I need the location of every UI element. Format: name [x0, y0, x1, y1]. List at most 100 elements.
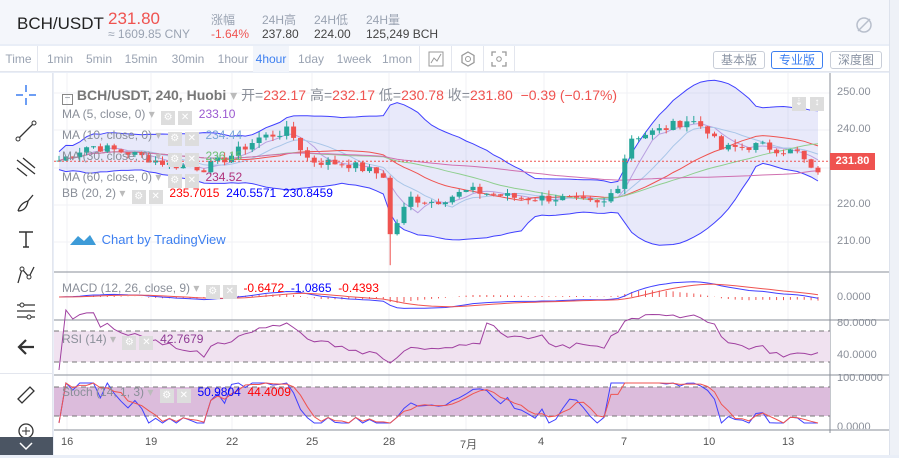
stoch-tick: 0.0000: [837, 421, 871, 429]
close-icon[interactable]: ✕: [222, 285, 237, 299]
fullscreen-button[interactable]: [483, 46, 515, 72]
fib-tool[interactable]: [12, 153, 40, 181]
price-tick: 250.00: [837, 86, 871, 98]
bb-legend: BB (20, 2) ▾ ⚙ ✕ 235.7015 240.5571 230.84…: [62, 186, 333, 204]
watermark-text: Chart by TradingView: [101, 232, 226, 247]
gear-icon[interactable]: ⚙: [167, 174, 182, 188]
macd-tick: 0.0000: [837, 291, 871, 303]
candle-body: [415, 196, 421, 203]
basic-view-button[interactable]: 基本版: [713, 51, 766, 69]
page-scrollbar[interactable]: [889, 0, 899, 455]
last-price-label: 231.80: [830, 153, 875, 170]
crosshair-icon: [16, 85, 36, 105]
close-label: 收=: [447, 87, 470, 103]
timeframe-4hour[interactable]: 4hour: [253, 46, 289, 72]
collapse-icon[interactable]: −: [62, 94, 73, 105]
close-icon[interactable]: ✕: [148, 190, 163, 204]
pattern-tool[interactable]: [12, 261, 40, 289]
scale-down-button[interactable]: ⇣: [792, 97, 806, 111]
scale-fit-button[interactable]: ↕: [810, 97, 824, 111]
stat-change: -1.64%: [211, 27, 250, 41]
candle-body: [787, 149, 793, 154]
timeframe-5min[interactable]: 5min: [85, 52, 112, 66]
gear-icon[interactable]: ⚙: [167, 153, 182, 167]
fib-icon: [16, 157, 36, 177]
close-icon[interactable]: ✕: [176, 389, 191, 403]
gear-icon: [460, 51, 475, 67]
candle-body: [636, 138, 642, 140]
candle-body: [587, 198, 593, 201]
close-icon[interactable]: ✕: [184, 153, 199, 167]
timeframe-1mon[interactable]: 1mon: [381, 52, 413, 66]
close-icon[interactable]: ✕: [178, 111, 193, 125]
candle-body: [201, 170, 207, 173]
sidebar-collapse-button[interactable]: [0, 437, 53, 455]
timeframe-30min[interactable]: 30min: [171, 52, 205, 66]
chart-area[interactable]: − BCH/USDT, 240, Huobi ▾ 开=232.17 高=232.…: [54, 73, 889, 455]
cny-price: ≈ 1609.85 CNY: [108, 27, 190, 41]
trend-line-tool[interactable]: [12, 117, 40, 145]
gear-icon[interactable]: ⚙: [167, 132, 182, 146]
high-label: 高=: [309, 87, 333, 103]
candle-body: [505, 193, 510, 196]
candle-body: [104, 145, 110, 152]
brush-tool[interactable]: [12, 189, 40, 217]
ma-legend: MA (10, close, 0) ▾ ⚙ ✕ 234.44: [62, 128, 243, 146]
ma-value: 234.52: [205, 170, 243, 184]
back-button[interactable]: [12, 333, 40, 361]
candle-body: [456, 191, 462, 197]
candle-body: [367, 167, 372, 172]
candle-body: [70, 156, 76, 158]
change-value: −0.39 (−0.17%): [520, 87, 618, 103]
ticker-header: BCH/USDT 231.80 ≈ 1609.85 CNY 涨幅 -1.64% …: [0, 0, 889, 44]
pro-view-button[interactable]: 专业版: [771, 51, 824, 69]
timeframe-Time[interactable]: Time: [0, 46, 38, 72]
dropdown-icon[interactable]: ▾: [230, 87, 238, 103]
gear-icon[interactable]: ⚙: [205, 285, 220, 299]
gear-icon[interactable]: ⚙: [161, 111, 176, 125]
candle-body: [277, 135, 283, 137]
timeframe-1min[interactable]: 1min: [46, 52, 73, 66]
gear-icon[interactable]: ⚙: [122, 336, 137, 350]
text-tool[interactable]: [12, 225, 40, 253]
theme-toggle-icon[interactable]: [855, 16, 873, 34]
candle-body: [615, 188, 621, 194]
depth-chart-button[interactable]: 深度图: [830, 51, 883, 69]
ma-value: 236.15: [205, 149, 243, 163]
tradingview-watermark[interactable]: Chart by TradingView: [68, 231, 226, 247]
bb-lower: 230.8459: [282, 186, 333, 200]
prediction-tool[interactable]: [12, 297, 40, 325]
bb-label: BB (20, 2): [62, 186, 117, 200]
timeframe-1week[interactable]: 1week: [336, 52, 372, 66]
chart-canvas[interactable]: [54, 73, 889, 455]
chart-type-button[interactable]: [419, 46, 451, 72]
timeframe-1day[interactable]: 1day: [297, 52, 325, 66]
stat-label: 24H量: [366, 13, 401, 27]
ruler-tool[interactable]: [12, 381, 40, 409]
x-tick: 13: [782, 436, 795, 448]
candle-body: [801, 150, 807, 160]
symbol-title: BCH/USDT, 240, Huobi: [76, 87, 227, 103]
candle-body: [477, 186, 483, 194]
candle-body: [284, 126, 290, 136]
timeframe-15min[interactable]: 15min: [124, 52, 158, 66]
candle-body: [698, 121, 704, 127]
stat-label: 24H低: [314, 13, 349, 27]
candle-body: [332, 159, 338, 165]
close-icon[interactable]: ✕: [184, 174, 199, 188]
candle-body: [215, 157, 221, 161]
candle-body: [498, 194, 504, 196]
candle-body: [84, 147, 90, 153]
candle-body: [298, 137, 303, 151]
close-icon[interactable]: ✕: [184, 132, 199, 146]
timeframe-1hour[interactable]: 1hour: [217, 52, 249, 66]
candle-body: [470, 186, 476, 191]
candle-body: [429, 201, 435, 203]
candle-body: [546, 195, 552, 202]
settings-button[interactable]: [451, 46, 483, 72]
gear-icon[interactable]: ⚙: [159, 389, 174, 403]
price-tick: 240.00: [837, 123, 871, 135]
close-icon[interactable]: ✕: [139, 336, 154, 350]
gear-icon[interactable]: ⚙: [131, 190, 146, 204]
crosshair-tool[interactable]: [12, 81, 40, 109]
